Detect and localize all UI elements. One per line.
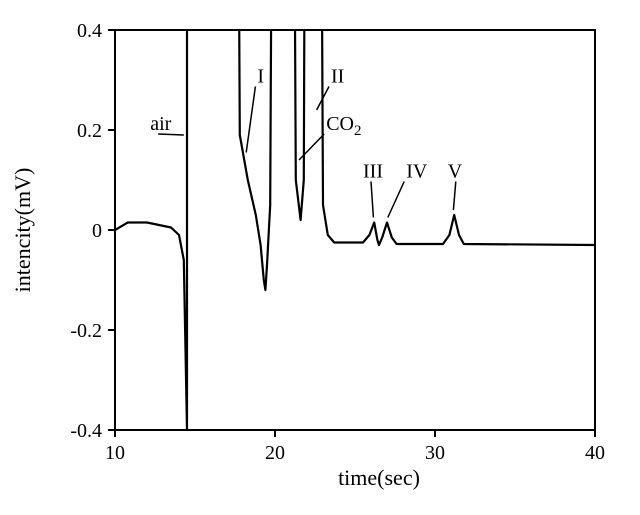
x-tick-label: 40 xyxy=(585,442,605,464)
CO2-label-pointer xyxy=(299,134,324,160)
y-tick-label: -0.4 xyxy=(70,420,102,442)
V-label: V xyxy=(448,161,463,183)
III-label-pointer xyxy=(371,182,373,218)
x-axis-title: time(sec) xyxy=(338,465,420,490)
chart-container: 10 20 30 40 -0.4 -0.2 0 0.2 0.4 time(sec) intencit… xyxy=(0,0,640,515)
y-tick-label: -0.2 xyxy=(70,320,102,342)
chromatogram-chart: 10 20 30 40 -0.4 -0.2 0 0.2 0.4 time(sec) intencit… xyxy=(0,0,640,515)
CO2-label: CO2 xyxy=(326,113,361,139)
IV-label-pointer xyxy=(388,182,404,218)
III-label: III xyxy=(363,161,383,183)
air-label: air xyxy=(150,113,171,135)
y-tick-label: 0.4 xyxy=(77,20,102,42)
V-label-pointer xyxy=(453,182,455,211)
II-label: II xyxy=(331,66,344,88)
y-tick-label: 0.2 xyxy=(77,120,102,142)
y-axis-title: intencity(mV) xyxy=(10,168,35,293)
IV-label: IV xyxy=(406,161,428,183)
I-label-pointer xyxy=(246,87,255,153)
data-line xyxy=(115,0,595,430)
I-label: I xyxy=(257,66,264,88)
x-tick-label: 30 xyxy=(425,442,445,464)
y-tick-label: 0 xyxy=(92,220,102,242)
x-tick-label: 10 xyxy=(105,442,125,464)
x-tick-label: 20 xyxy=(265,442,285,464)
